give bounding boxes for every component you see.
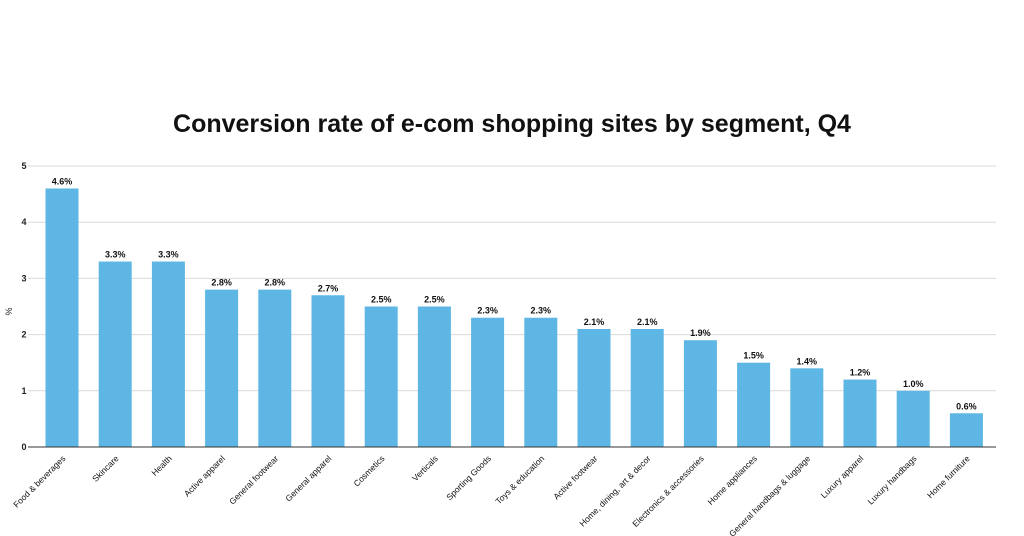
bar bbox=[949, 413, 983, 447]
category-label: General footwear bbox=[227, 453, 280, 506]
data-label: 4.6% bbox=[52, 176, 73, 186]
data-label: 2.1% bbox=[637, 317, 658, 327]
category-label: General apparel bbox=[283, 453, 333, 503]
category-label: Active apparel bbox=[182, 453, 227, 498]
y-tick-label: 0 bbox=[21, 442, 26, 452]
category-label: Verticals bbox=[410, 453, 440, 483]
data-label: 2.5% bbox=[424, 295, 445, 305]
bar bbox=[790, 368, 824, 447]
bar bbox=[524, 317, 558, 447]
data-labels: 4.6% 3.3% 3.3% 2.8% 2.8% 2.7% 2.5% 2.5% 2.3% 2.3%… bbox=[52, 176, 977, 411]
bar bbox=[471, 317, 505, 447]
chart-title: Conversion rate of e-com shopping sites … bbox=[173, 110, 851, 138]
data-label: 1.9% bbox=[690, 328, 711, 338]
gridlines bbox=[28, 165, 996, 392]
category-label: Cosmetics bbox=[351, 453, 386, 488]
y-tick-label: 1 bbox=[21, 386, 26, 396]
category-label: Luxury apparel bbox=[819, 453, 866, 500]
y-tick-label: 5 bbox=[21, 161, 26, 171]
data-label: 1.2% bbox=[850, 368, 871, 378]
y-tick-label: 2 bbox=[21, 330, 26, 340]
data-label: 1.0% bbox=[903, 379, 924, 389]
data-label: 2.1% bbox=[584, 317, 605, 327]
category-label: Home appliances bbox=[705, 453, 759, 507]
bar bbox=[151, 261, 185, 447]
data-label: 1.5% bbox=[743, 351, 764, 361]
y-tick-label: 4 bbox=[21, 217, 26, 227]
bar bbox=[896, 390, 930, 447]
category-label: Sporting Goods bbox=[444, 453, 493, 502]
data-label: 3.3% bbox=[158, 250, 179, 260]
category-label: Luxury handbags bbox=[865, 453, 918, 506]
category-label: Toys & education bbox=[493, 453, 546, 506]
data-label: 3.3% bbox=[105, 250, 126, 260]
category-label: Skincare bbox=[90, 453, 121, 484]
data-label: 2.8% bbox=[265, 278, 286, 288]
category-label: Active footwear bbox=[551, 453, 599, 501]
category-label: Health bbox=[149, 453, 174, 478]
bar bbox=[577, 328, 611, 447]
data-label: 1.4% bbox=[797, 356, 818, 366]
data-label: 0.6% bbox=[956, 401, 977, 411]
bar bbox=[258, 289, 292, 447]
y-tick-label: 3 bbox=[21, 273, 26, 283]
bar bbox=[737, 362, 771, 447]
data-label: 2.8% bbox=[211, 278, 232, 288]
category-labels: Food & beverages Skincare Health Active app… bbox=[11, 453, 972, 536]
data-label: 2.7% bbox=[318, 283, 339, 293]
bar bbox=[311, 295, 345, 447]
bar bbox=[417, 306, 451, 447]
category-label: Home furniture bbox=[925, 453, 972, 500]
bars bbox=[45, 188, 983, 448]
data-label: 2.5% bbox=[371, 295, 392, 305]
y-axis-ticks: 0 1 2 3 4 5 bbox=[21, 161, 26, 452]
y-axis-label: % bbox=[4, 307, 14, 315]
bar bbox=[364, 306, 398, 447]
bar bbox=[683, 340, 717, 447]
bar bbox=[843, 379, 877, 447]
category-label: Food & beverages bbox=[11, 453, 67, 509]
bar bbox=[45, 188, 79, 448]
bar bbox=[630, 328, 664, 447]
bar bbox=[98, 261, 132, 447]
data-label: 2.3% bbox=[531, 306, 552, 316]
bar bbox=[205, 289, 239, 447]
data-label: 2.3% bbox=[477, 306, 498, 316]
